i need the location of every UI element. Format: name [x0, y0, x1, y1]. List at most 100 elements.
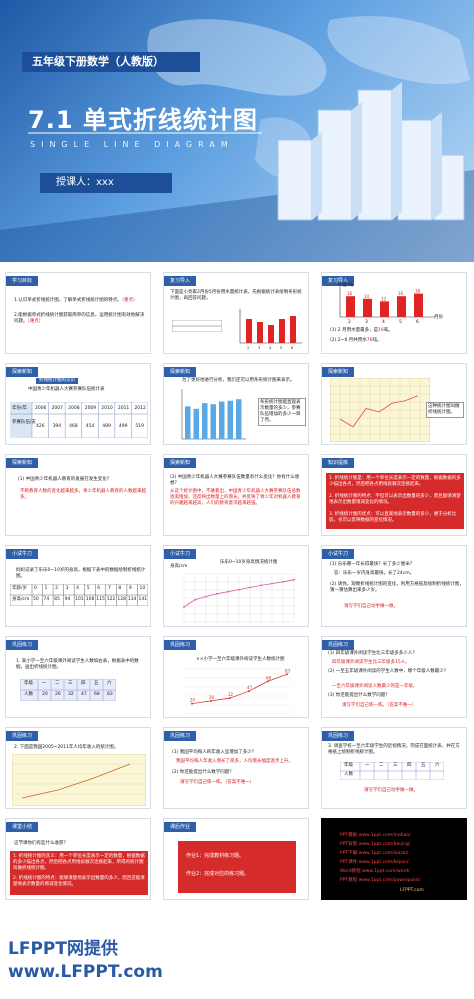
grade-cell: 一	[365, 763, 370, 768]
age-cell: 10	[139, 586, 146, 591]
robot-bar	[193, 408, 199, 439]
robot-bar	[236, 399, 242, 439]
slide-resource-links[interactable]: PPT模板:www.1ppt.com/moban/ PPT背景:www.1ppt…	[321, 818, 467, 900]
count-cell: 454	[85, 424, 95, 429]
age-cell: 4	[76, 586, 80, 591]
summary-question: 这节课你们有些什么收获？	[14, 841, 68, 846]
slide-survey-table[interactable]: 巩固练习 3. 调查学校一至六年级学生的近视情况，完成在面统计表，并在方格纸上绘…	[321, 727, 467, 809]
income-q2: (2) 你还能提出什么数学问题？	[172, 770, 234, 775]
grade-badge: 五年级下册数学（人教版）	[22, 52, 200, 72]
people-header: 人数	[344, 772, 353, 777]
explore-q1: (1) 中国青少年机器人教育的发展在发生变化？	[18, 477, 112, 482]
resource-link-6[interactable]: PPT教程:www.1ppt.com/powerpoint/	[340, 878, 421, 883]
summary-2: 2. 折线统计图的特点：能够清楚地表示出数量的多少，而且还能清楚地表示数量的增减…	[13, 876, 145, 887]
reading-point	[248, 690, 250, 693]
height-cell: 74	[43, 597, 50, 602]
reading-point	[229, 697, 231, 700]
slide-income-chart[interactable]: 巩固练习 2. 下面是我国2005~2011年人均年收入的统计图。	[5, 727, 151, 809]
x-tick-label: 6	[416, 319, 419, 325]
robot-bar	[219, 401, 225, 439]
people-cell: 47	[81, 692, 87, 697]
x-tick-label: 4	[382, 319, 385, 325]
water-bar-chart: 16 2 14 3 12 4 16 5 18 6	[339, 287, 435, 325]
data-label: 18	[415, 289, 421, 294]
water-bar	[397, 296, 406, 317]
height-point	[205, 595, 207, 598]
height-point	[249, 586, 251, 589]
slide-class-summary[interactable]: 课堂小结 这节课你们有些什么收获？ 1. 折线统计图的含义：用一个单位长度表示一…	[5, 818, 151, 900]
age-cell: 1	[44, 586, 48, 591]
grade-cell: 一	[42, 681, 47, 686]
survey-hint: 请写学们自己动手做一做。	[364, 788, 418, 793]
resource-link-4[interactable]: PPT课件:www.1ppt.com/kejian/	[340, 860, 409, 865]
knowledge-box: 1. 折线统计图是：用一个单位长度表示一定的数量，根据数据的多少描出各点，然后把…	[326, 473, 464, 529]
homework-1: 作业1：完成教材练习题。	[186, 853, 245, 859]
survey-table	[340, 762, 444, 780]
knowledge-1: 1. 折线统计图是：用一个单位长度表示一定的数量，根据数据的多少描出各点，然后把…	[329, 476, 461, 487]
slide-practice-chart[interactable]: 小试牛刀 身高/cm 乐乐0~10岁身高情况统计图	[163, 545, 309, 627]
x-unit: 月份	[434, 315, 443, 320]
resource-link-2[interactable]: PPT背景:www.1ppt.com/beijing/	[340, 842, 411, 847]
homework-box: 作业1：完成教材练习题。 作业2：完成对应的练习题。	[178, 841, 296, 893]
resource-link-3[interactable]: PPT下载:www.1ppt.com/xiazai/	[340, 851, 409, 856]
grade-cell: 五	[94, 681, 99, 686]
age-cell: 6	[97, 586, 101, 591]
slide-tag: 复习导入	[322, 276, 355, 286]
slide-explore-line[interactable]: 探索新知 这种统计图叫做折线统计图。	[321, 363, 467, 445]
resource-link-1[interactable]: PPT模板:www.1ppt.com/moban/	[340, 833, 411, 838]
slide-practice-questions[interactable]: 小试牛刀 (1) 乐乐哪一年长得最快？长了多少厘米？ 答：乐乐一岁内身高最快，长…	[321, 545, 467, 627]
slide-exercise-table[interactable]: 巩固练习 1. 某小学一至六年级课外阅读学生人数如右表，根据表中的数据，画出折线…	[5, 636, 151, 718]
age-cell: 3	[65, 586, 69, 591]
review-answer-1: (1) 2 月用水量最多，是16吨。	[330, 328, 393, 333]
knowledge-3: 3. 折线统计图的优点：可以直观地表示数量的多少，便于分析比较，也可以反映数据的…	[329, 512, 457, 523]
water-bar	[380, 301, 389, 317]
height-point	[238, 588, 240, 591]
reading-point	[267, 680, 269, 683]
slide-tag: 知识提炼	[322, 458, 355, 468]
resource-link-7[interactable]: LFPPT.com	[400, 888, 424, 893]
exercise-a1: 四年级课外阅读学生比三年级多15人。	[332, 660, 410, 665]
slide-exercise-questions[interactable]: 巩固练习 (1) 四年级课外阅读学生比三年级多多少人？ 四年级课外阅读学生比三年…	[321, 636, 467, 718]
slide-explore-q2[interactable]: 探索新知 (2) 中国青少年机器人大赛参赛队伍数量有什么变化？你有什么感想？ 从…	[163, 454, 309, 536]
slide-explore-bar[interactable]: 探索新知 为了更好地进行分析，我们还可以用条形统计图来表示。 条形统计图能直观表…	[163, 363, 309, 445]
people-cell: 20	[42, 692, 48, 697]
slide-exercise-chart[interactable]: 巩固练习 ××小学一至六年级课外阅读学生人数统计图 20 26 32 47 68 83	[163, 636, 309, 718]
reading-point	[286, 673, 288, 676]
site-logo[interactable]: LFPPT网提供 www.LFPPT.com	[0, 920, 163, 999]
slide-tag: 小试牛刀	[164, 549, 197, 559]
year-cell: 2007	[51, 406, 64, 411]
slide-review-2[interactable]: 复习导入 16 2 14 3 12 4 16 5 18 6 水量/吨 月份 (1) 2 月用水量最…	[321, 272, 467, 354]
data-label: 16	[398, 291, 404, 296]
slide-income-questions[interactable]: 巩固练习 (1) 我国平均每人的年收入呈增加了多少？ 我国平均每人年收入增长了很…	[163, 727, 309, 809]
people-cell: 32	[68, 692, 74, 697]
x-tick-label: 4	[269, 346, 272, 350]
data-label: 14	[364, 294, 370, 299]
water-bar	[257, 322, 263, 343]
height-cell: 108	[85, 597, 95, 602]
slide-tag: 探索新知	[322, 367, 355, 377]
slide-homework[interactable]: 课后作业 作业1：完成教材练习题。 作业2：完成对应的练习题。	[163, 818, 309, 900]
title-slide[interactable]: 五年级下册数学（人教版） 7.1 单式折线统计图 SINGLE LINE DIA…	[0, 0, 474, 262]
slide-title: 7.1 单式折线统计图	[28, 106, 258, 134]
height-point	[216, 592, 218, 595]
slide-explore-table[interactable]: 探索新知 折线统计图的认识 中国青少年机器人大赛参赛队伍统计表 年份/年 参赛队伍…	[5, 363, 151, 445]
income-q1: (1) 我国平均每人的年收入呈增加了多少？	[172, 750, 257, 755]
water-bar	[290, 316, 296, 343]
grade-cell: 六	[107, 681, 112, 686]
slide-explore-q1[interactable]: 探索新知 (1) 中国青少年机器人教育的发展在发生变化？ 不断教育人数的变化越来…	[5, 454, 151, 536]
slide-practice-table[interactable]: 小试牛刀 妈妈记录了乐乐0~10岁的身高，根据下表中的数据绘制折线统计图。 年龄…	[5, 545, 151, 627]
resource-link-5[interactable]: Word教程:www.1ppt.com/word/	[340, 869, 410, 874]
slide-tag: 巩固练习	[6, 640, 39, 650]
slide-review-1[interactable]: 复习导入 下面是小亮家2月份5月份用水量统计表，先根据统计表绘制条形统计图，再回…	[163, 272, 309, 354]
slide-learning-goals[interactable]: 学习目标 1.认识单式折线统计图，了解单式折线统计图的特点。（重点） 2.能根据…	[5, 272, 151, 354]
year-header: 年份/年	[12, 406, 28, 411]
slide-tag: 学习目标	[6, 276, 39, 286]
people-cell: 83	[107, 692, 113, 697]
people-header: 人数	[24, 692, 33, 697]
explore-q2: (2) 中国青少年机器人大赛参赛队伍数量有什么变化？你有什么感想？	[170, 475, 300, 486]
goal-1: 1.认识单式折线统计图，了解单式折线统计图的特点。（重点）	[14, 298, 138, 303]
goal-2: 2.能根据单式折线统计图获取简单的信息，运用统计图有效地解决问题。（难点）	[14, 313, 145, 324]
slide-summary-knowledge[interactable]: 知识提炼 1. 折线统计图是：用一个单位长度表示一定的数量，根据数据的多少描出各…	[321, 454, 467, 536]
age-cell: 2	[55, 586, 58, 591]
summary-1: 1. 折线统计图的含义：用一个单位长度表示一定的数量，根据数据的多少描出各点，然…	[13, 854, 145, 871]
